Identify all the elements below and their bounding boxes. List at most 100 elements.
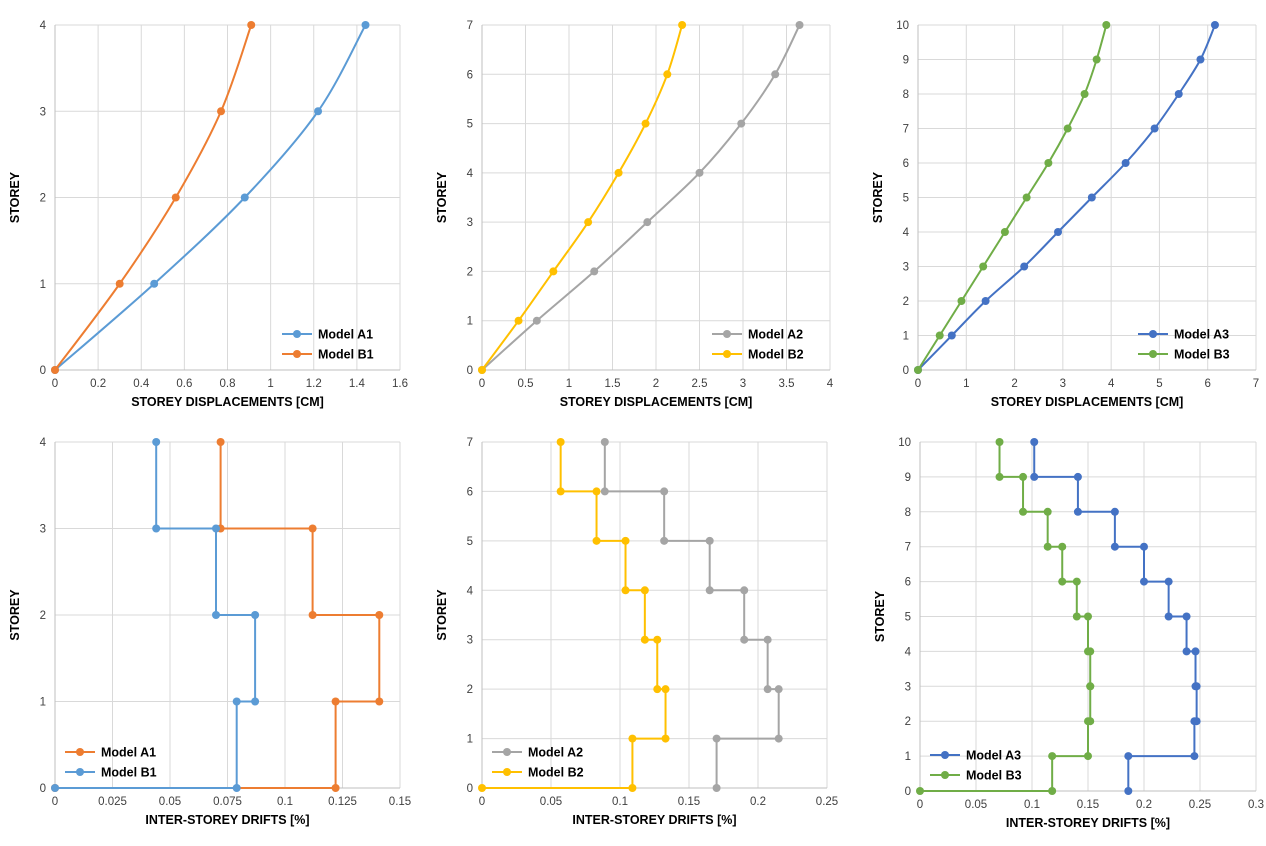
x-tick-label: 0.2: [90, 378, 106, 390]
data-point: [774, 734, 783, 743]
data-point: [678, 21, 687, 29]
x-tick-label: 0.1: [1024, 799, 1040, 811]
x-tick-label: 1.6: [392, 378, 408, 390]
data-point: [621, 536, 630, 545]
y-tick-label: 7: [467, 20, 473, 32]
data-point: [1084, 647, 1092, 656]
data-point: [251, 697, 260, 706]
data-point: [1019, 472, 1028, 481]
data-point: [1124, 787, 1133, 795]
data-point: [995, 472, 1004, 481]
y-tick-label: 3: [467, 635, 473, 647]
data-point: [532, 316, 541, 325]
x-tick-label: 3: [1060, 378, 1066, 390]
y-tick-label: 0: [467, 783, 473, 795]
data-point: [1043, 507, 1052, 516]
data-point: [661, 734, 670, 743]
data-point: [1043, 542, 1052, 551]
data-point: [51, 366, 59, 374]
x-tick-label: 0.15: [389, 796, 411, 808]
x-tick-label: 0: [479, 796, 485, 808]
data-point: [947, 331, 956, 340]
data-point: [217, 107, 226, 116]
y-axis-title: STOREY: [435, 589, 449, 641]
x-tick-label: 0.1: [612, 796, 628, 808]
data-point: [660, 487, 669, 496]
data-point: [935, 331, 944, 340]
legend: Model A2 Model B2: [712, 328, 804, 362]
data-point: [712, 784, 721, 792]
y-axis-title: STOREY: [871, 171, 885, 223]
data-point: [1121, 159, 1130, 167]
data-point: [212, 611, 220, 619]
data-point: [1080, 90, 1089, 98]
x-tick-label: 4: [1108, 378, 1115, 390]
series-line-model-a1: [54, 24, 367, 371]
y-tick-label: 3: [903, 262, 909, 274]
data-point: [1072, 577, 1081, 586]
y-tick-label: 7: [467, 437, 473, 449]
data-point: [1150, 124, 1159, 133]
x-tick-label: 0.025: [98, 796, 127, 808]
data-point: [152, 438, 161, 446]
x-tick-label: 1: [566, 378, 572, 390]
data-point: [621, 586, 630, 595]
data-point: [1190, 752, 1199, 761]
data-point: [549, 267, 558, 276]
data-point: [1164, 577, 1173, 586]
y-tick-label: 7: [903, 124, 909, 136]
y-tick-label: 6: [467, 486, 473, 498]
data-point: [957, 297, 966, 305]
legend-swatch-marker: [941, 771, 949, 779]
y-tick-label: 5: [467, 119, 473, 131]
data-point: [1020, 262, 1029, 271]
x-tick-label: 0: [917, 799, 923, 811]
legend-label: Model B1: [101, 766, 157, 780]
data-point: [1182, 612, 1191, 621]
y-tick-label: 6: [467, 69, 473, 81]
y-tick-label: 1: [467, 316, 473, 328]
y-tick-label: 9: [903, 55, 909, 67]
series-line-model-b2: [481, 24, 684, 371]
data-point: [705, 586, 714, 595]
data-point: [1086, 682, 1095, 691]
y-tick-label: 0: [467, 365, 473, 377]
data-point: [1174, 90, 1183, 98]
data-point: [1044, 159, 1053, 167]
y-tick-label: 4: [467, 585, 474, 597]
y-tick-label: 2: [467, 684, 473, 696]
data-point: [314, 107, 323, 116]
data-point: [232, 784, 241, 792]
data-point: [740, 586, 749, 595]
x-tick-label: 0.25: [1189, 799, 1211, 811]
data-point: [600, 438, 609, 446]
legend-label: Model B1: [318, 348, 374, 362]
x-axis-title: STOREY DISPLACEMENTS [CM]: [560, 395, 753, 409]
data-point: [556, 438, 565, 446]
data-point: [979, 262, 988, 271]
x-axis-title: INTER-STOREY DRIFTS [%]: [145, 813, 309, 827]
legend-swatch-marker: [723, 350, 731, 358]
y-tick-label: 4: [467, 168, 474, 180]
data-point: [660, 536, 669, 545]
data-point: [1191, 647, 1200, 656]
data-point: [1110, 542, 1119, 551]
legend-swatch-marker: [76, 748, 84, 756]
x-tick-label: 0.2: [750, 796, 766, 808]
x-tick-label: 0.075: [213, 796, 242, 808]
legend-swatch-marker: [1149, 330, 1157, 338]
data-point: [232, 697, 241, 706]
data-point: [795, 21, 804, 29]
y-tick-label: 8: [903, 89, 909, 101]
x-tick-label: 4: [827, 378, 834, 390]
x-tick-label: 6: [1205, 378, 1211, 390]
data-point: [1140, 542, 1148, 551]
x-tick-label: 2.5: [692, 378, 708, 390]
y-tick-label: 2: [467, 266, 473, 278]
y-tick-label: 1: [40, 697, 46, 709]
y-tick-label: 3: [905, 681, 911, 693]
x-tick-label: 2: [1011, 378, 1017, 390]
x-tick-label: 0.05: [159, 796, 181, 808]
data-point: [1073, 507, 1082, 516]
